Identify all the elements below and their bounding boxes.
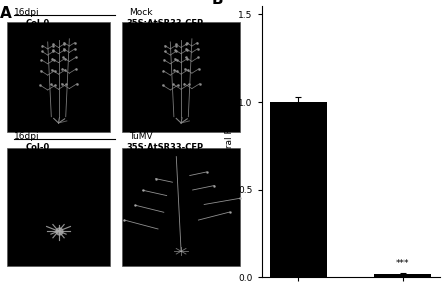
FancyBboxPatch shape [7, 22, 110, 132]
Text: 35S:AtSR33-CFP: 35S:AtSR33-CFP [127, 143, 204, 152]
Text: Mock: Mock [129, 8, 153, 17]
Text: A: A [0, 6, 12, 21]
Text: Col-0: Col-0 [26, 19, 50, 28]
Bar [270, 102, 327, 277]
Text: 16dpi: 16dpi [14, 8, 40, 17]
Text: TuMV: TuMV [129, 132, 153, 141]
Bar [374, 274, 432, 277]
FancyBboxPatch shape [122, 148, 240, 267]
FancyBboxPatch shape [122, 22, 240, 132]
Text: 35S:AtSR33-CFP: 35S:AtSR33-CFP [127, 19, 204, 28]
Text: 16dpi: 16dpi [14, 132, 40, 141]
Text: Col-0: Col-0 [26, 143, 50, 152]
Text: ***: *** [396, 259, 409, 268]
Text: B: B [212, 0, 223, 7]
Y-axis label: Relative viral RNA titers: Relative viral RNA titers [225, 87, 234, 196]
FancyBboxPatch shape [7, 148, 110, 267]
